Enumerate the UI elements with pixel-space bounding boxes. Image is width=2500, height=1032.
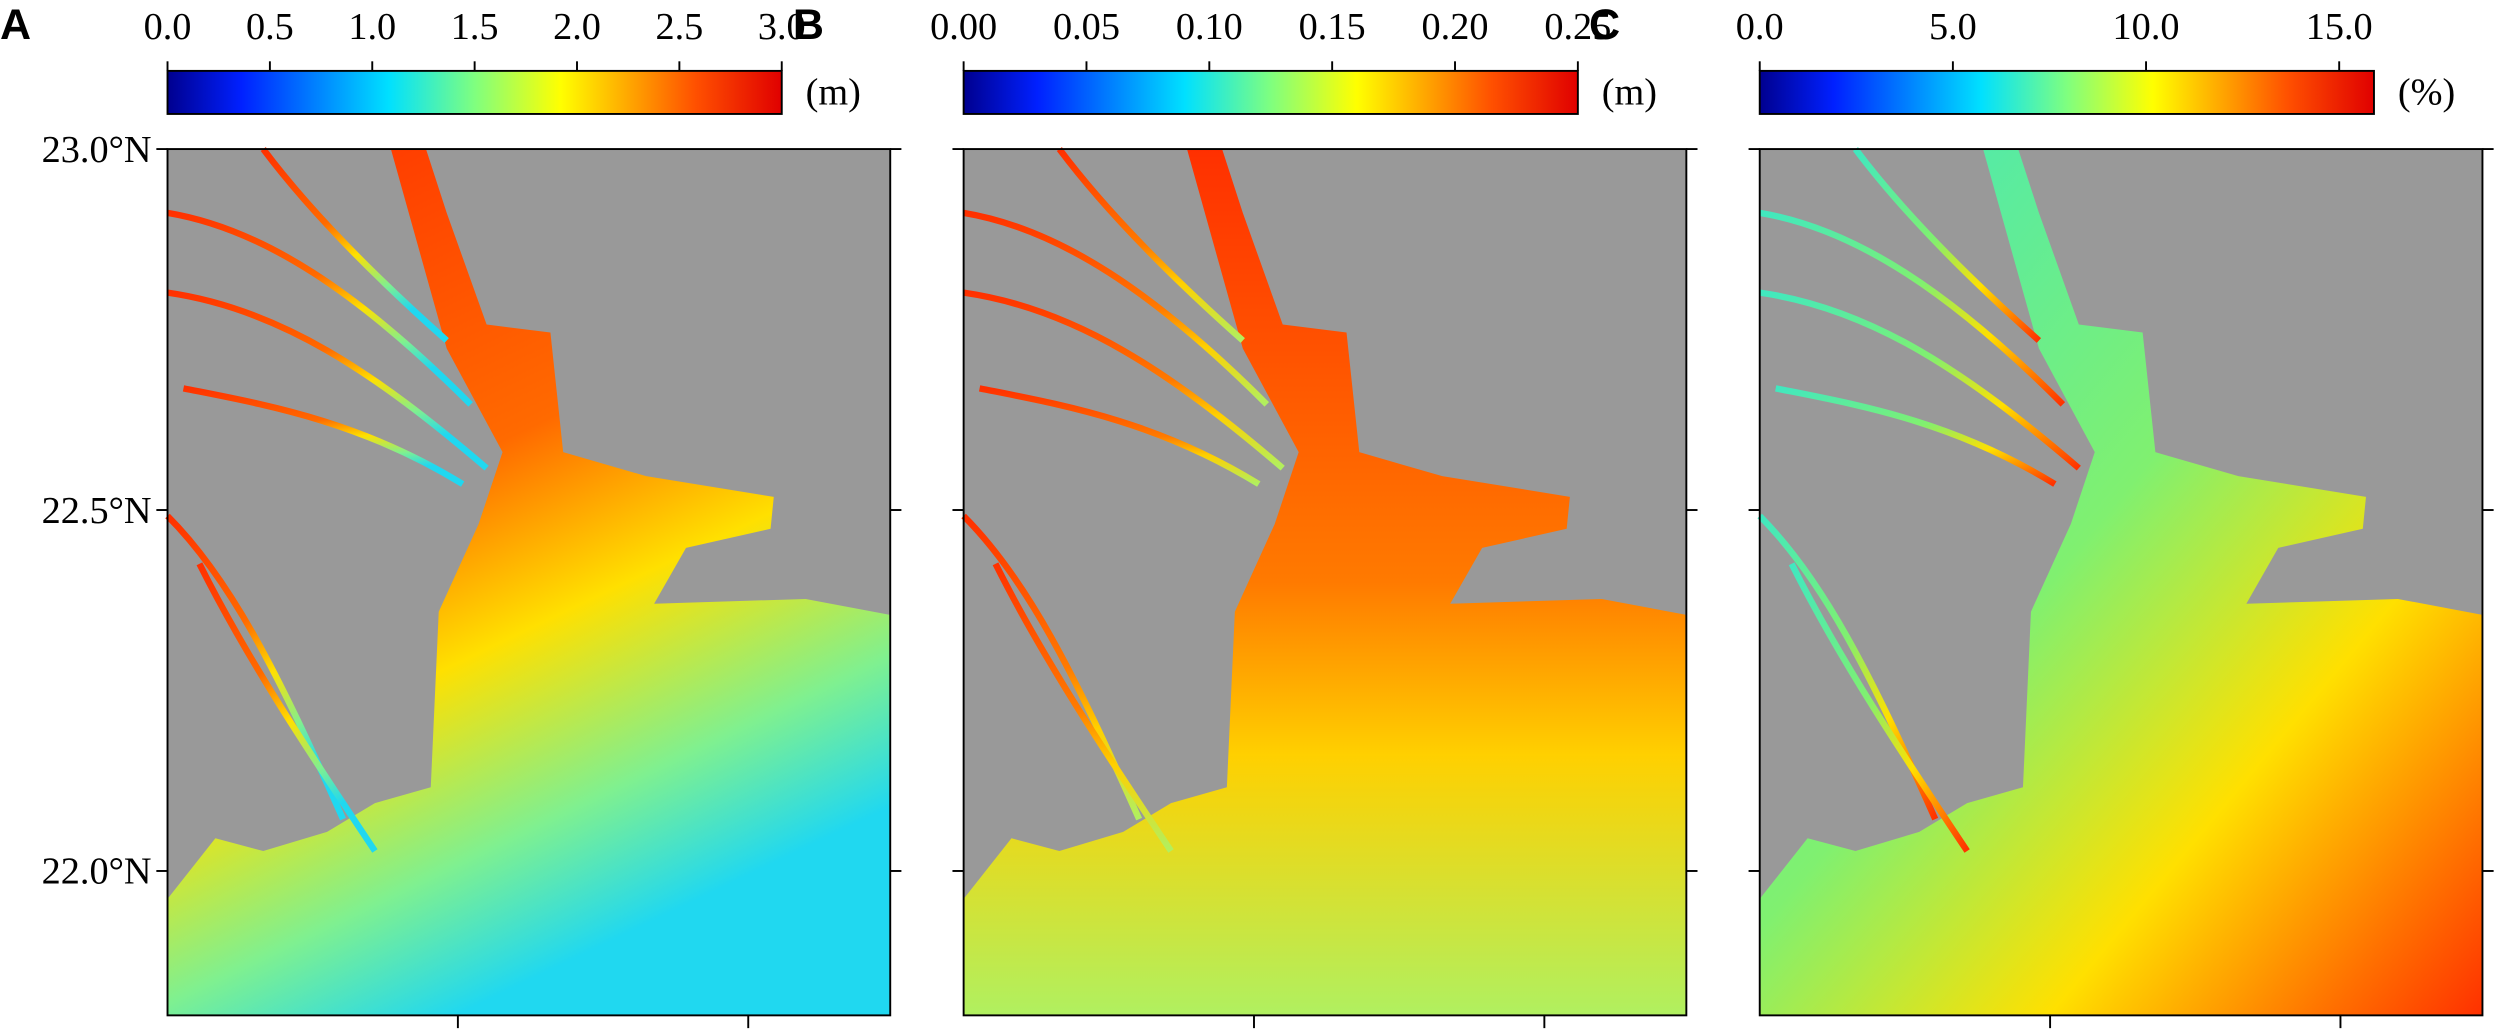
panel-label: A — [0, 1, 31, 49]
colorbar — [166, 69, 783, 115]
river — [1056, 147, 1245, 343]
map-frame — [962, 148, 1688, 1017]
colorbar-tick-label: 0.00 — [930, 6, 997, 48]
map — [1757, 147, 2484, 1029]
colorbar-tick-label: 5.0 — [1929, 6, 1977, 48]
map — [165, 147, 892, 1029]
colorbar — [1758, 69, 2375, 115]
river — [992, 562, 1174, 853]
river — [1759, 209, 2066, 407]
map-frame — [166, 148, 892, 1017]
colorbar-tick-label: 0.20 — [1422, 6, 1489, 48]
colorbar-tick-label: 15.0 — [2306, 6, 2373, 48]
lat-tick-label: 22.5°N — [42, 490, 152, 532]
river — [963, 209, 1270, 407]
lat-tick-label: 23.0°N — [42, 129, 152, 171]
panel-label: B — [793, 1, 824, 49]
colorbar-unit: (m) — [1602, 71, 1657, 113]
colorbar-tick-label: 0.15 — [1299, 6, 1366, 48]
map-frame — [1758, 148, 2484, 1017]
colorbar-tick-label: 0.0 — [144, 6, 192, 48]
river — [1759, 289, 2081, 471]
colorbar-unit: (%) — [2398, 71, 2455, 113]
colorbar-tick-label: 1.0 — [348, 6, 396, 48]
colorbar-tick-label: 0.5 — [246, 6, 294, 48]
river — [196, 562, 378, 853]
river — [182, 385, 465, 487]
colorbar — [962, 69, 1579, 115]
river — [1852, 147, 2042, 343]
water — [1759, 149, 2483, 1016]
colorbar-tick-label: 0.0 — [1736, 6, 1784, 48]
colorbar-tick-label: 2.5 — [655, 6, 703, 48]
colorbar-unit: (m) — [806, 71, 861, 113]
river — [1788, 562, 1970, 853]
colorbar-tick-label: 0.05 — [1053, 6, 1120, 48]
colorbar-tick-label: 2.0 — [553, 6, 601, 48]
map — [961, 147, 1688, 1029]
colorbar-tick-label: 1.5 — [451, 6, 499, 48]
colorbar-tick-label: 3.0 — [758, 6, 806, 48]
river — [166, 209, 473, 407]
colorbar-tick-label: 0.10 — [1176, 6, 1243, 48]
river — [963, 289, 1285, 471]
lat-tick-label: 22.0°N — [42, 851, 152, 893]
river — [167, 289, 489, 471]
colorbar-tick-label: 10.0 — [2113, 6, 2180, 48]
water — [963, 149, 1687, 1016]
panel-label: C — [1589, 1, 1620, 49]
colorbar-tick-label: 0.25 — [1544, 6, 1611, 48]
river — [1775, 385, 2057, 487]
river — [978, 385, 1261, 487]
water — [167, 149, 891, 1016]
river — [260, 147, 449, 343]
